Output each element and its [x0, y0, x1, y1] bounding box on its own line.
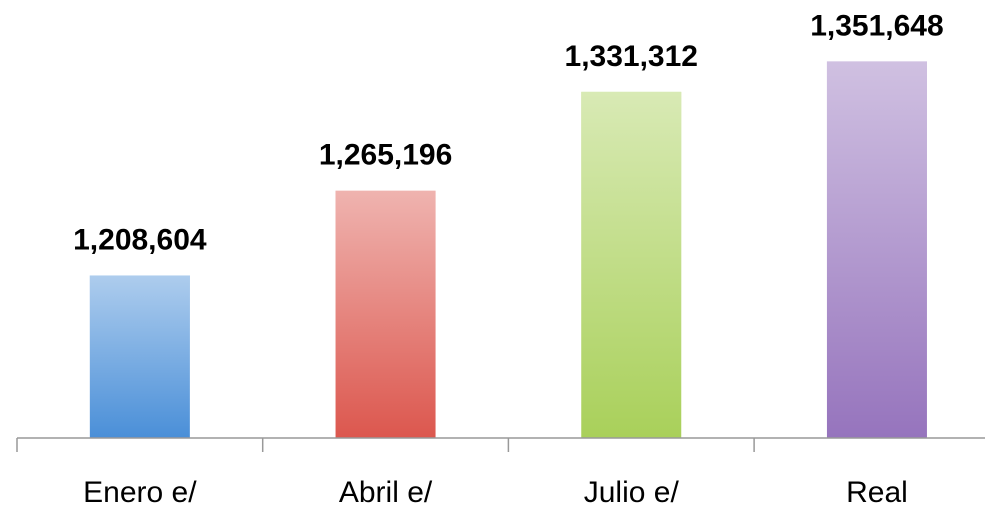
data-label: 1,331,312 — [565, 40, 698, 73]
bar — [89, 275, 190, 438]
x-tick-label: Real — [846, 476, 908, 509]
bar — [581, 91, 682, 438]
x-tick-label: Julio e/ — [584, 476, 680, 509]
bar — [335, 190, 436, 438]
data-label: 1,351,648 — [810, 9, 943, 42]
data-label: 1,265,196 — [319, 139, 452, 172]
bar — [826, 61, 927, 438]
x-tick-label: Abril e/ — [339, 476, 433, 509]
data-label: 1,208,604 — [73, 223, 207, 256]
x-tick-label: Enero e/ — [83, 476, 197, 509]
